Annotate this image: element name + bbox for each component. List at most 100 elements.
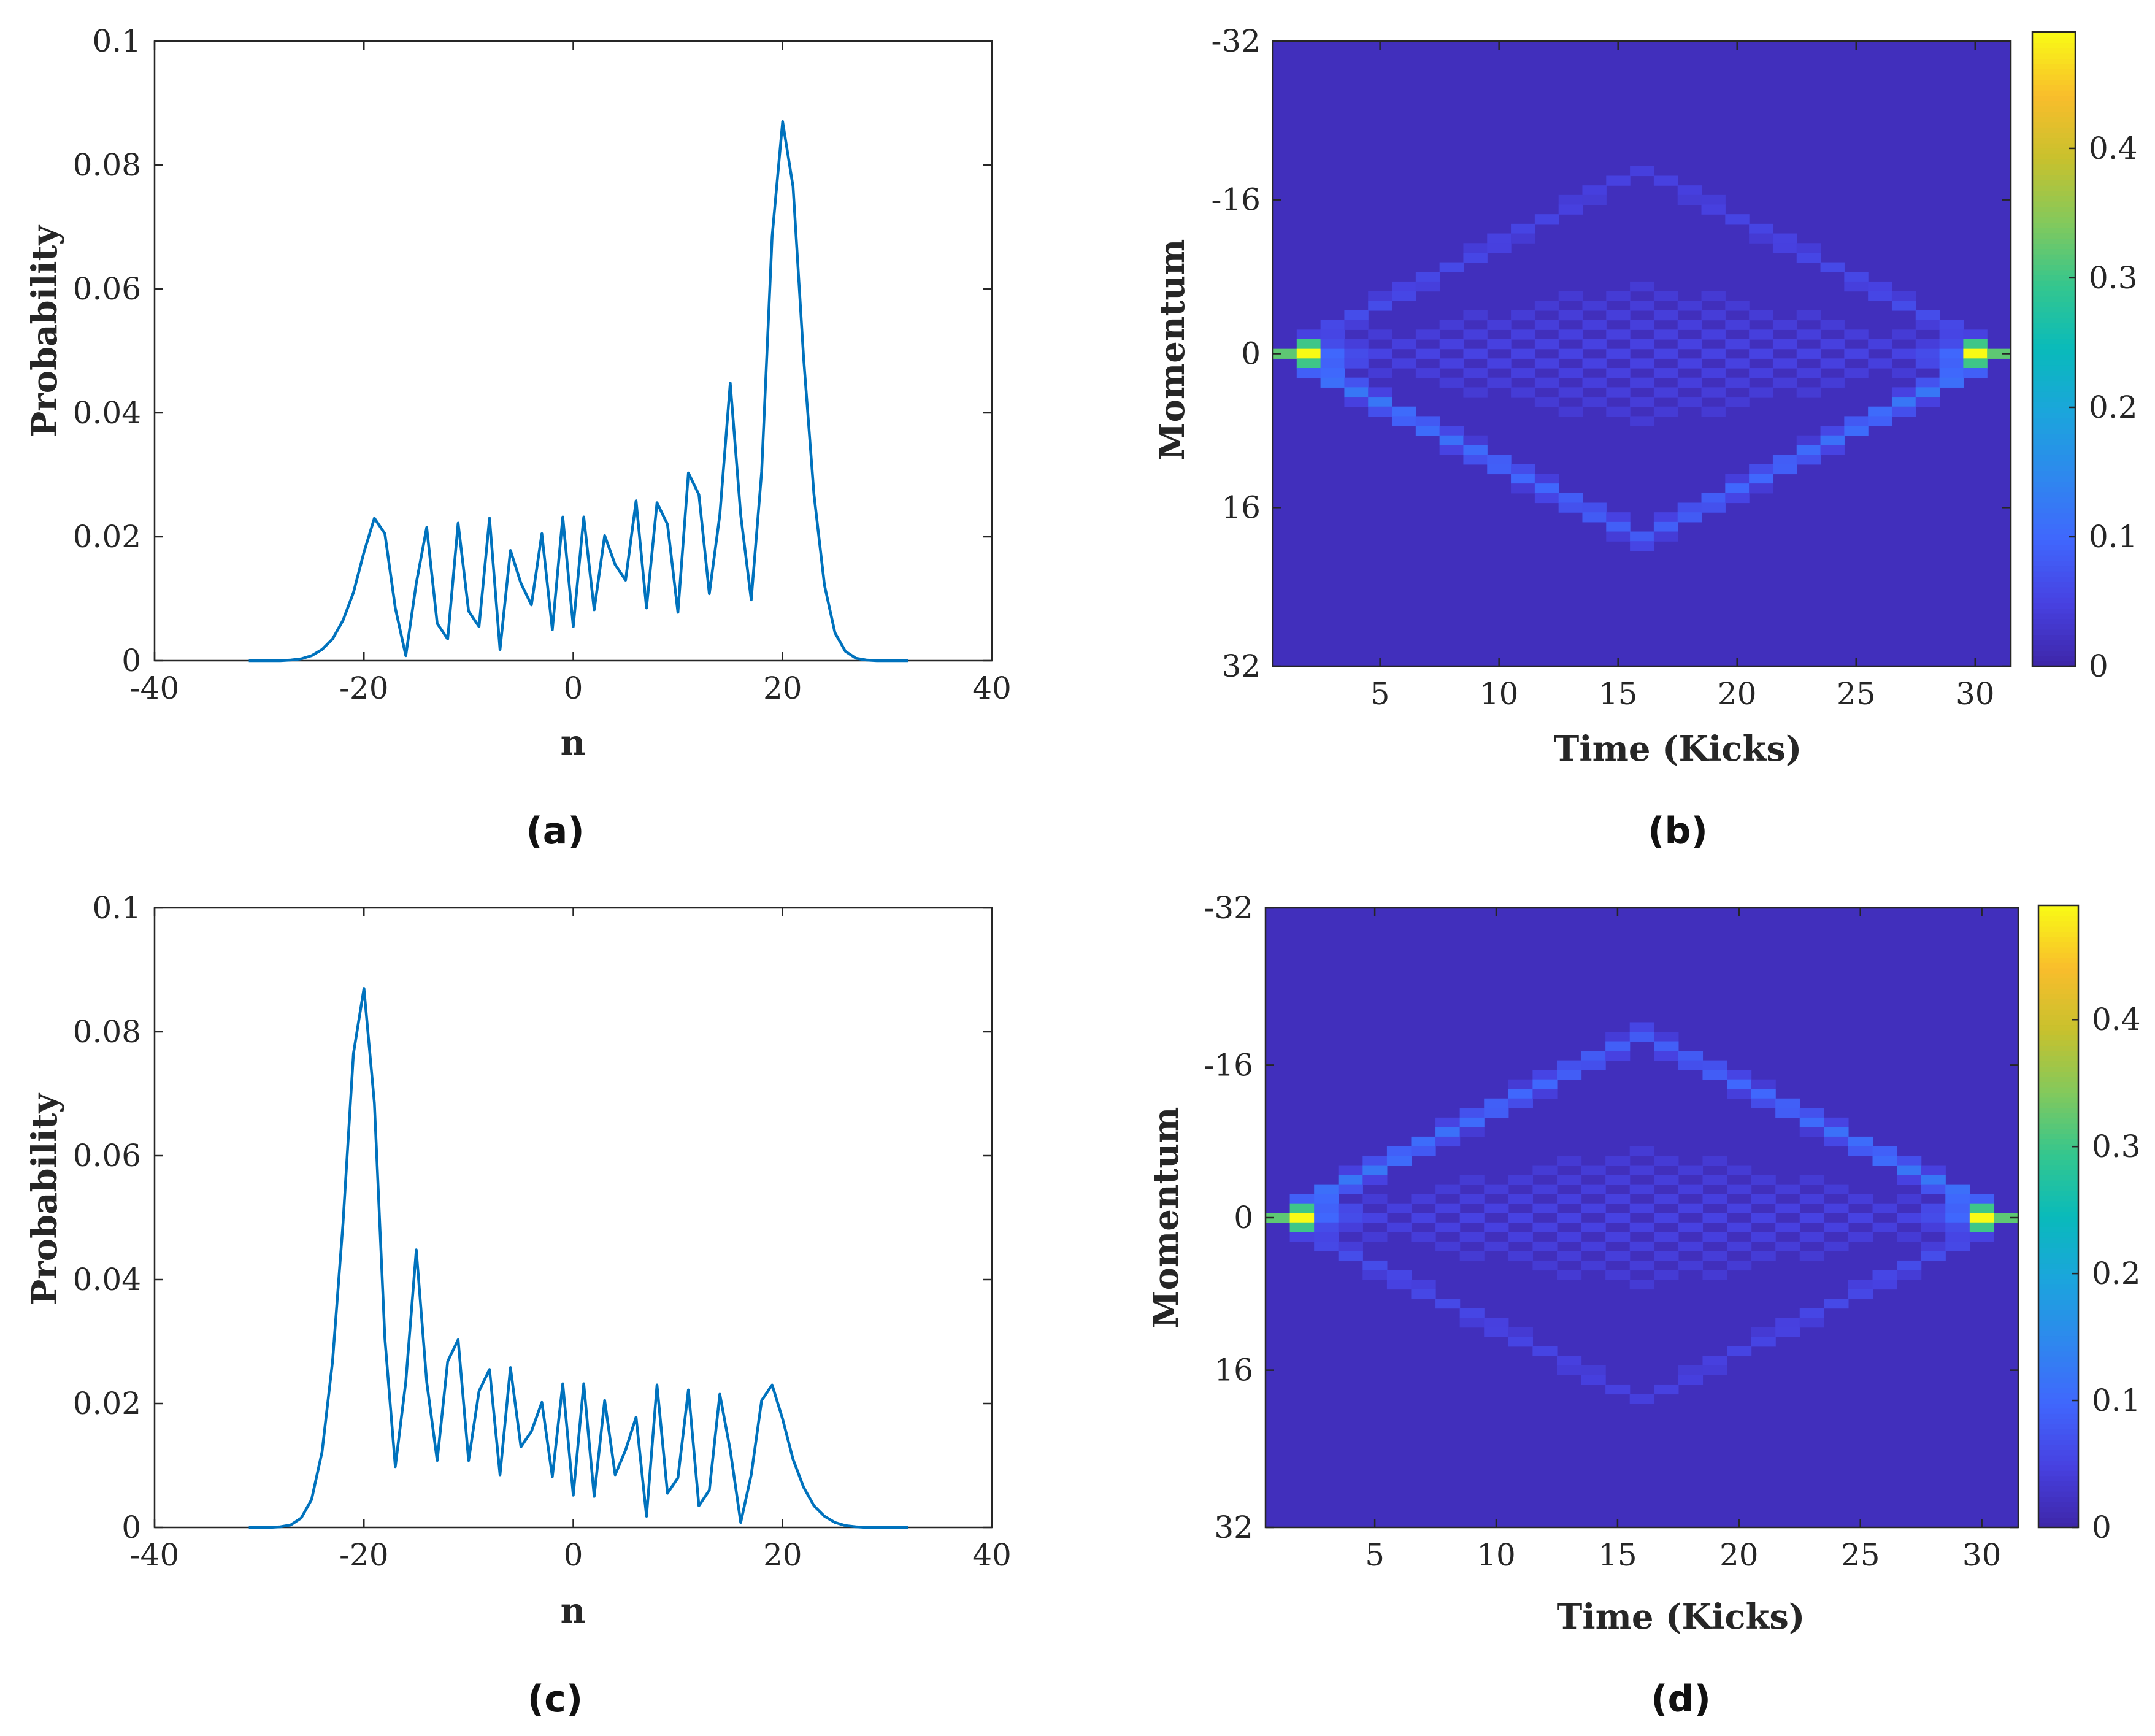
panel-b-colorbar-segment <box>2032 555 2075 561</box>
panel-b-heatmap-cell <box>1749 348 1773 359</box>
panel-d-colorbar-segment <box>2038 1092 2078 1098</box>
panel-b-colorbar-segment <box>2032 79 2075 85</box>
panel-d-heatmap-cell <box>1508 1175 1533 1185</box>
panel-b-heatmap-cell <box>1439 445 1464 455</box>
panel-d-colorbar-segment <box>2038 978 2078 984</box>
panel-d-colorbar-segment <box>2038 1367 2078 1373</box>
panel-b-heatmap-cell <box>1368 368 1392 378</box>
panel-b-heatmap-cell <box>1439 435 1464 446</box>
panel-b-heatmap-cell <box>1582 194 1607 205</box>
panel-d-colorbar-segment <box>2038 1014 2078 1020</box>
panel-d-heatmap-cell <box>1386 1222 1412 1232</box>
panel-d-heatmap-cell <box>1775 1241 1800 1251</box>
panel-d-heatmap-cell <box>1435 1117 1461 1127</box>
panel-b-heatmap-cell <box>1772 377 1797 388</box>
panel-d-colorbar-segment <box>2038 1035 2078 1041</box>
panel-d-heatmap-cell <box>1654 1251 1679 1261</box>
panel-b-heatmap-cell <box>1891 291 1916 301</box>
panel-d-heatmap-cell <box>1824 1117 1849 1127</box>
panel-d-heatmap-cell <box>1897 1270 1922 1280</box>
panel-d-colorbar-segment <box>2038 1475 2078 1481</box>
panel-b-colorbar-segment <box>2032 433 2075 440</box>
panel-d-heatmap-cell <box>1338 1241 1363 1251</box>
panel-b-colorbar-segment <box>2032 618 2075 624</box>
panel-d-heatmap-cell <box>1751 1251 1776 1261</box>
panel-d-colorbar-segment <box>2038 1511 2078 1518</box>
panel-b-heatmap-cell <box>1653 329 1678 340</box>
panel-d-heatmap-cell <box>1435 1241 1461 1251</box>
panel-d-heatmap-cell <box>1629 1032 1654 1042</box>
panel-d-heatmap-cell <box>1629 1222 1654 1232</box>
panel-b-colorbar-segment <box>2032 481 2075 487</box>
panel-b-heatmap-cell <box>1701 310 1726 321</box>
panel-d-heatmap-cell <box>1338 1165 1363 1175</box>
panel-b-heatmap-cell <box>1725 493 1750 504</box>
panel-d-heatmap-cell <box>1459 1175 1485 1185</box>
panel-d-heatmap-cell <box>1921 1203 1946 1213</box>
panel-d-heatmap-cell <box>1799 1308 1824 1318</box>
panel-d-heatmap-cell <box>1581 1051 1606 1061</box>
panel-b-heatmap-cell <box>1511 310 1535 321</box>
panel-d-y-axis-label: Momentum <box>1146 1107 1186 1329</box>
panel-d-heatmap-cell <box>1921 1175 1946 1185</box>
panel-d-heatmap-cell <box>1872 1222 1897 1232</box>
panel-a-y-axis-label: Probability <box>25 225 65 437</box>
panel-d-heatmap-cell <box>1727 1222 1752 1232</box>
panel-d-heatmap-cell <box>1556 1060 1582 1070</box>
panel-b-heatmap-cell <box>1891 301 1916 311</box>
panel-d-x-tick-label: 15 <box>1598 1537 1637 1573</box>
panel-b-colorbar-segment <box>2032 222 2075 228</box>
panel-d-heatmap-cell <box>1508 1327 1533 1337</box>
panel-d-colorbar-segment <box>2038 1444 2078 1451</box>
panel-d-colorbar-segment <box>2038 1486 2078 1492</box>
panel-b-heatmap-cell <box>1392 291 1416 301</box>
panel-d-colorbar-segment <box>2038 1045 2078 1051</box>
panel-d-heatmap-cell <box>1921 1251 1946 1261</box>
panel-b-colorbar-segment <box>2032 47 2075 54</box>
panel-d-heatmap-cell <box>1362 1175 1388 1185</box>
panel-d-colorbar-segment <box>2038 1315 2078 1321</box>
panel-d-heatmap-cell <box>1508 1098 1533 1108</box>
panel-d-heatmap-cell <box>1532 1241 1558 1251</box>
panel-d-heatmap-cell <box>1435 1184 1461 1194</box>
panel-d-colorbar-segment <box>2038 1009 2078 1015</box>
panel-d-heatmap-cell <box>1751 1327 1776 1337</box>
panel-d-heatmap-cell <box>1581 1060 1606 1070</box>
panel-b-colorbar-segment <box>2032 423 2075 429</box>
panel-b-colorbar-segment <box>2032 375 2075 382</box>
panel-d-colorbar-segment <box>2038 1403 2078 1409</box>
panel-b-colorbar-segment <box>2032 534 2075 540</box>
panel-d-colorbar-segment <box>2038 1242 2078 1248</box>
panel-b-colorbar-segment <box>2032 174 2075 181</box>
panel-d-heatmap-cell <box>1411 1280 1436 1290</box>
panel-d-heatmap-cell <box>1751 1089 1776 1099</box>
panel-d-colorbar-segment <box>2038 1268 2078 1274</box>
panel-d-heatmap-cell <box>1775 1318 1800 1328</box>
panel-b-heatmap-cell <box>1653 521 1678 532</box>
panel-d-heatmap-cell <box>1532 1070 1558 1080</box>
panel-b-colorbar-segment <box>2032 370 2075 376</box>
panel-d-y-tick-label: -16 <box>1204 1047 1253 1083</box>
panel-d-colorbar-segment <box>2038 1372 2078 1378</box>
panel-d-heatmap-cell <box>1727 1165 1752 1175</box>
panel-a-line-chart: Probability n (a) -40 -20 0 20 40 0 0.02 0.04 0.… <box>25 23 1012 853</box>
panel-d-heatmap-cell <box>1289 1213 1315 1223</box>
panel-d-heatmap-cell <box>1605 1270 1631 1280</box>
panel-b-heatmap-cell <box>1344 397 1369 407</box>
panel-b-heatmap-cell <box>1296 368 1321 378</box>
panel-d-heatmap-cell <box>1386 1156 1412 1166</box>
panel-d-colorbar-segment <box>2038 967 2078 974</box>
panel-b-colorbar-segment <box>2032 296 2075 302</box>
panel-d-colorbar-segment <box>2038 1501 2078 1507</box>
panel-d-colorbar-segment <box>2038 1320 2078 1326</box>
panel-d-colorbar-segment <box>2038 947 2078 953</box>
panel-b-colorbar-tick-label: 0 <box>2089 648 2108 684</box>
panel-d-heatmap-cell <box>1872 1270 1897 1280</box>
panel-d-x-tick-label: 10 <box>1477 1537 1516 1573</box>
panel-d-colorbar-segment <box>2038 1253 2078 1259</box>
panel-b-heatmap: Momentum Time (Kicks) (b) 5 10 15 20 25 30 -32… <box>1152 23 2138 853</box>
panel-c-x-tick-label: -40 <box>130 1537 180 1573</box>
panel-c-caption: (c) <box>528 1678 583 1721</box>
panel-c-y-tick-label: 0.06 <box>73 1138 141 1173</box>
